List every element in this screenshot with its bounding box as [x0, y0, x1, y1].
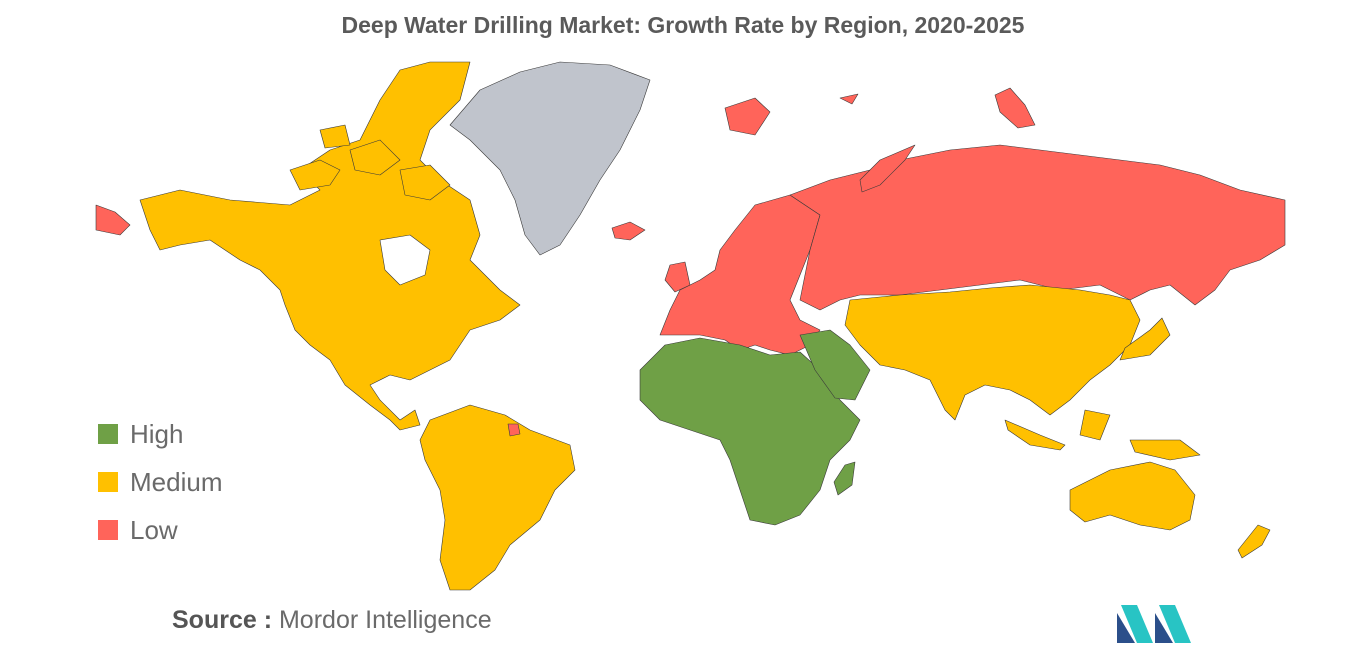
region-iceland	[611, 221, 646, 241]
region-hudson-bay-cutout	[379, 234, 431, 286]
region-russia-west-edge	[95, 204, 131, 236]
legend-item-low: Low	[98, 506, 222, 554]
world-map	[95, 61, 1286, 591]
legend-swatch-low	[98, 520, 118, 540]
region-uk	[664, 261, 691, 293]
legend-label-low: Low	[130, 514, 178, 545]
chart-title: Deep Water Drilling Market: Growth Rate …	[341, 12, 1025, 38]
region-japan	[1119, 317, 1171, 361]
region-australia[interactable]	[1069, 461, 1196, 531]
legend-swatch-medium	[98, 472, 118, 492]
region-south-america[interactable]	[419, 404, 576, 591]
map-legend: High Medium Low	[98, 410, 222, 554]
region-asia[interactable]	[844, 284, 1141, 421]
region-french-guiana	[507, 423, 521, 437]
mordor-logo-icon	[1117, 605, 1191, 643]
source-prefix: Source :	[172, 606, 273, 634]
source-note: Source : Mordor Intelligence	[172, 606, 492, 635]
legend-label-medium: Medium	[130, 466, 223, 497]
region-new-zealand	[1237, 524, 1271, 559]
region-novaya-zemlya	[859, 87, 1036, 193]
region-north-america[interactable]	[139, 61, 521, 431]
region-africa[interactable]	[639, 337, 861, 526]
legend-swatch-high	[98, 424, 118, 444]
legend-label-high: High	[130, 418, 184, 449]
source-text: Mordor Intelligence	[278, 606, 492, 634]
legend-item-high: High	[98, 410, 222, 458]
region-southeast-asia	[1004, 409, 1201, 461]
region-russia[interactable]	[789, 144, 1286, 311]
region-middle-east[interactable]	[799, 329, 871, 401]
legend-item-medium: Medium	[98, 458, 222, 506]
region-svalbard	[724, 93, 859, 136]
region-greenland[interactable]	[449, 61, 651, 256]
region-arctic-islands	[289, 124, 451, 201]
region-madagascar	[833, 461, 856, 496]
region-europe[interactable]	[659, 194, 821, 356]
